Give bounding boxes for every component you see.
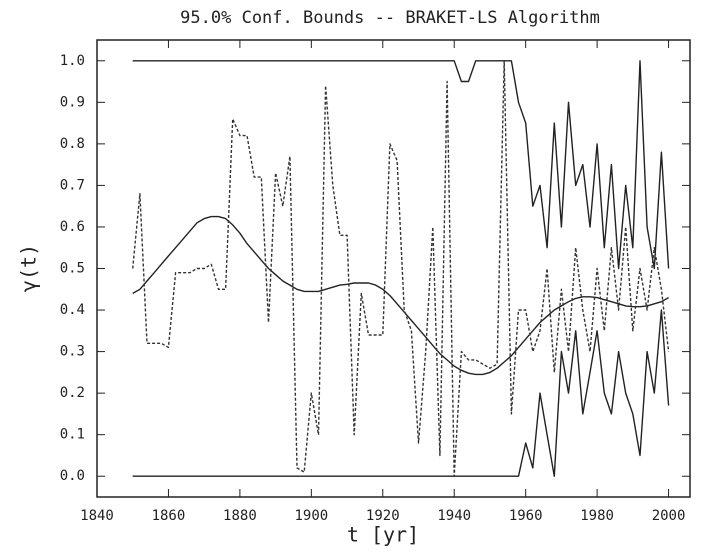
- y-tick-label: 0.8: [60, 136, 85, 152]
- y-axis-label: γ(t): [17, 244, 41, 292]
- series-line: [132, 309, 670, 477]
- y-tick-label: 0.3: [60, 344, 85, 360]
- y-tick-label: 0.5: [60, 261, 85, 277]
- y-tick-label: 0.1: [60, 427, 85, 443]
- x-axis-label: t [yr]: [347, 523, 419, 547]
- y-tick-label: 0.7: [60, 177, 85, 193]
- x-tick-label: 2000: [652, 508, 686, 524]
- x-tick-label: 1840: [80, 508, 114, 524]
- y-tick-label: 0.9: [60, 94, 85, 110]
- x-tick-label: 1900: [294, 508, 328, 524]
- plot-frame: [96, 39, 691, 498]
- x-tick-label: 1920: [366, 508, 400, 524]
- y-tick-label: 0.0: [60, 468, 85, 484]
- x-tick-label: 1860: [152, 508, 186, 524]
- x-tick-label: 1960: [509, 508, 543, 524]
- series-line: [132, 215, 669, 376]
- chart-title: 95.0% Conf. Bounds -- BRAKET-LS Algorith…: [180, 8, 600, 28]
- y-tick-label: 0.2: [60, 385, 85, 401]
- x-tick-label: 1980: [580, 508, 614, 524]
- series-line: [132, 60, 670, 477]
- series-line: [132, 60, 670, 270]
- y-tick-label: 0.6: [60, 219, 85, 235]
- y-tick-label: 1.0: [60, 53, 85, 69]
- y-tick-label: 0.4: [60, 302, 85, 318]
- x-tick-label: 1880: [223, 508, 257, 524]
- x-tick-label: 1940: [437, 508, 471, 524]
